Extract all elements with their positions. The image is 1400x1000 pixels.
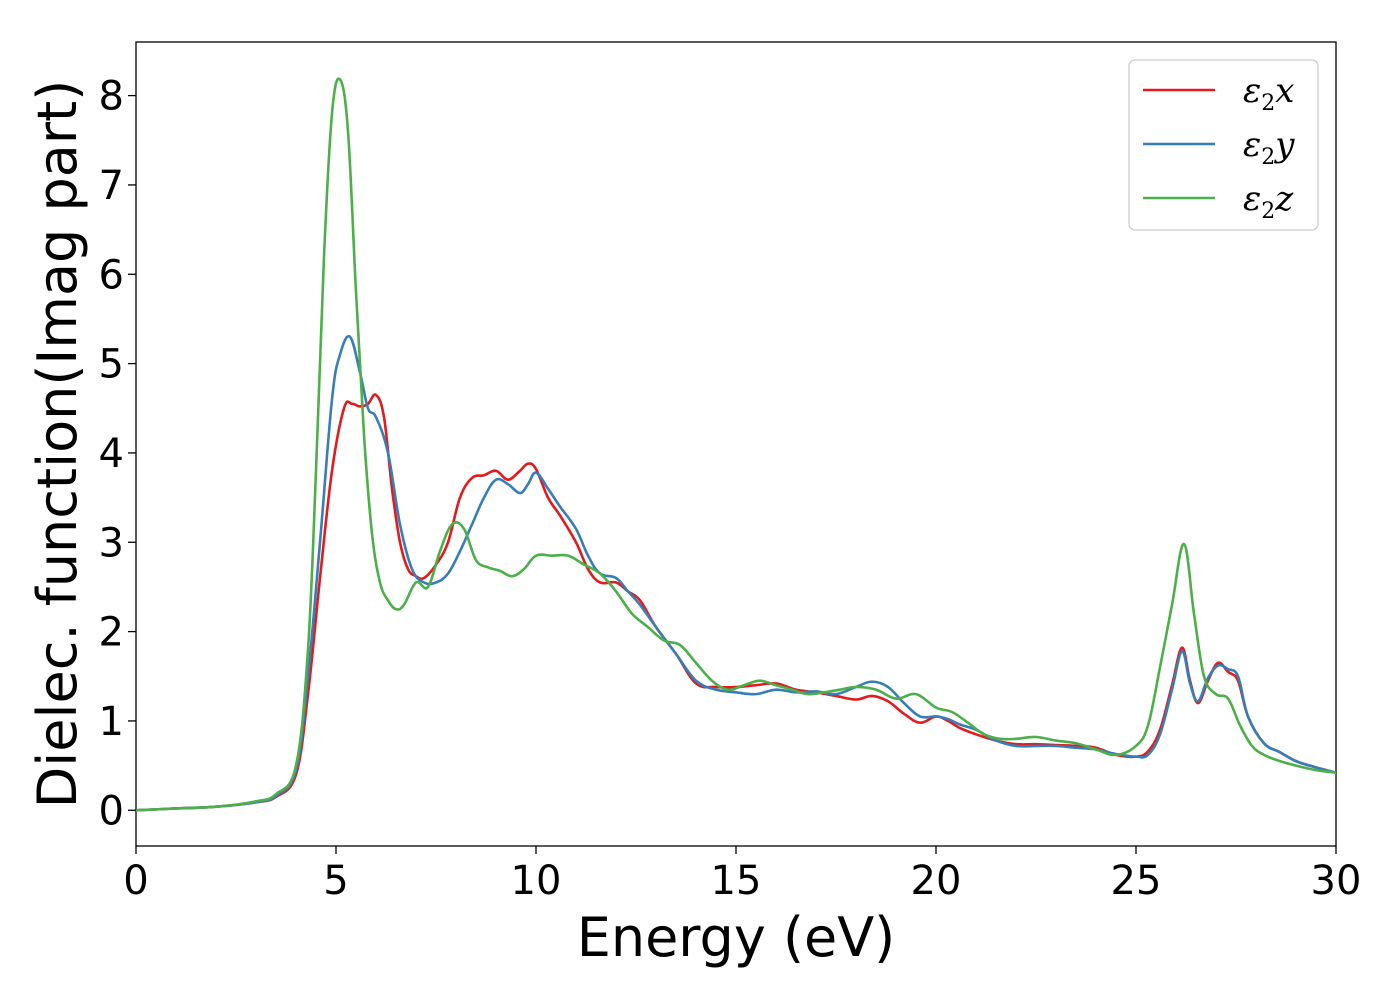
legend-label-eps2x: ε2x <box>1243 71 1294 116</box>
series-lines <box>136 77 1336 812</box>
y-tick-label: 0 <box>99 788 124 834</box>
y-tick-label: 2 <box>99 610 124 656</box>
y-tick-label: 8 <box>99 74 124 120</box>
y-tick-label: 1 <box>99 699 124 745</box>
legend-label-eps2z: ε2z <box>1243 179 1294 224</box>
legend-subscript: 2 <box>1261 145 1275 170</box>
x-tick-label: 15 <box>711 858 762 904</box>
x-axis-label: Energy (eV) <box>577 906 896 969</box>
x-tick-label: 25 <box>1111 858 1162 904</box>
legend-box <box>1128 59 1319 231</box>
y-tick-label: 5 <box>99 342 124 388</box>
x-tick-label: 20 <box>911 858 962 904</box>
y-tick-label: 4 <box>99 431 124 477</box>
series-line-eps2y <box>136 334 1336 812</box>
legend-subscript: 2 <box>1261 199 1275 224</box>
x-tick-label: 10 <box>511 858 562 904</box>
x-tick-label: 5 <box>323 858 348 904</box>
y-tick-label: 7 <box>99 163 124 209</box>
legend-symbol: ε <box>1243 125 1261 165</box>
x-axis-ticks: 0 5 10 15 20 25 30 <box>123 846 1361 904</box>
legend-subscript: 2 <box>1261 91 1275 116</box>
x-tick-label: 30 <box>1311 858 1362 904</box>
y-axis-label: Dielec. function(Imag part) <box>26 80 89 809</box>
legend-symbol: ε <box>1243 179 1261 219</box>
y-tick-label: 3 <box>99 520 124 566</box>
y-tick-label: 6 <box>99 252 124 298</box>
legend-axis: z <box>1274 179 1294 219</box>
series-line-eps2z <box>136 77 1336 812</box>
x-tick-label: 0 <box>123 858 148 904</box>
legend-symbol: ε <box>1243 71 1261 111</box>
legend-label-eps2y: ε2y <box>1243 125 1295 170</box>
legend-axis: y <box>1273 125 1295 165</box>
legend-axis: x <box>1275 71 1294 111</box>
y-axis-ticks: 0 1 2 3 4 5 6 7 8 <box>99 74 136 834</box>
